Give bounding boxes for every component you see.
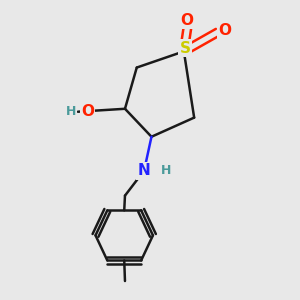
Text: O: O bbox=[81, 104, 94, 119]
Text: H: H bbox=[161, 164, 171, 177]
Text: O: O bbox=[180, 13, 193, 28]
Text: N: N bbox=[138, 163, 151, 178]
Text: O: O bbox=[219, 23, 232, 38]
Text: H: H bbox=[66, 105, 76, 118]
Text: S: S bbox=[180, 41, 191, 56]
